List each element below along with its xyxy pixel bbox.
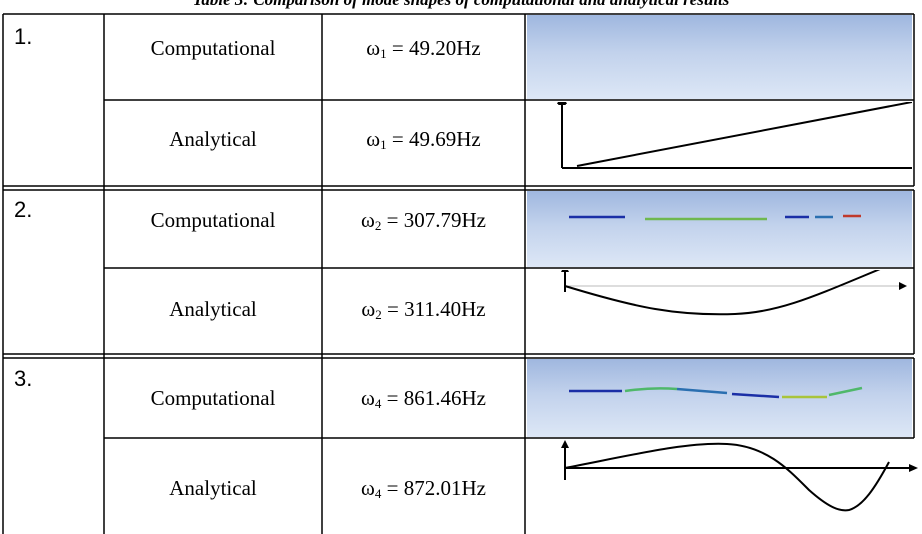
table-caption: Table 3: Comparison of mode shapes of co… — [0, 0, 922, 10]
frequency-value: = 861.46Hz — [381, 386, 486, 410]
mode-1-simulation-image — [527, 15, 912, 99]
omega-symbol: ω — [361, 297, 376, 321]
analytical-frequency: ω4 = 872.01Hz — [322, 476, 525, 506]
frequency-value: = 872.01Hz — [381, 476, 486, 500]
omega-subscript: 1 — [380, 137, 387, 152]
computational-label: Computational — [150, 208, 276, 232]
frequency-value: = 49.69Hz — [386, 127, 481, 151]
computational-label: Computational — [150, 386, 276, 410]
omega-symbol: ω — [361, 386, 375, 410]
computational-frequency: ω4 = 861.46Hz — [322, 386, 525, 416]
analytical-frequency: ω2 = 311.40Hz — [322, 297, 525, 327]
omega-symbol: ω — [366, 36, 381, 60]
omega-symbol: ω — [366, 127, 381, 151]
frequency-value: = 307.79Hz — [381, 208, 486, 232]
mode-4-analytical-plot — [527, 440, 922, 530]
mode-1-analytical-plot — [527, 102, 912, 184]
omega-subscript: 4 — [374, 486, 382, 501]
computational-label: Computational — [150, 36, 276, 60]
omega-subscript: 1 — [380, 46, 387, 61]
frequency-value: = 311.40Hz — [381, 297, 486, 321]
frequency-value: = 49.20Hz — [386, 36, 481, 60]
mode-2-simulation-image — [527, 191, 912, 267]
analytical-label: Analytical — [169, 127, 257, 151]
analytical-label: Analytical — [169, 297, 257, 321]
mode-2-analytical-plot — [527, 270, 912, 352]
analytical-frequency: ω1 = 49.69Hz — [322, 127, 525, 157]
computational-frequency: ω2 = 307.79Hz — [322, 208, 525, 238]
computational-frequency: ω1 = 49.20Hz — [322, 36, 525, 66]
omega-subscript: 2 — [375, 307, 382, 322]
row-number-3: 3. — [14, 366, 33, 391]
omega-symbol: ω — [361, 476, 375, 500]
mode-4-simulation-image — [527, 359, 912, 437]
omega-subscript: 4 — [374, 396, 382, 411]
omega-symbol: ω — [361, 208, 375, 232]
omega-subscript: 2 — [374, 218, 382, 233]
row-number-2: 2. — [14, 197, 33, 222]
row-number-1: 1. — [14, 24, 33, 49]
analytical-label: Analytical — [169, 476, 257, 500]
